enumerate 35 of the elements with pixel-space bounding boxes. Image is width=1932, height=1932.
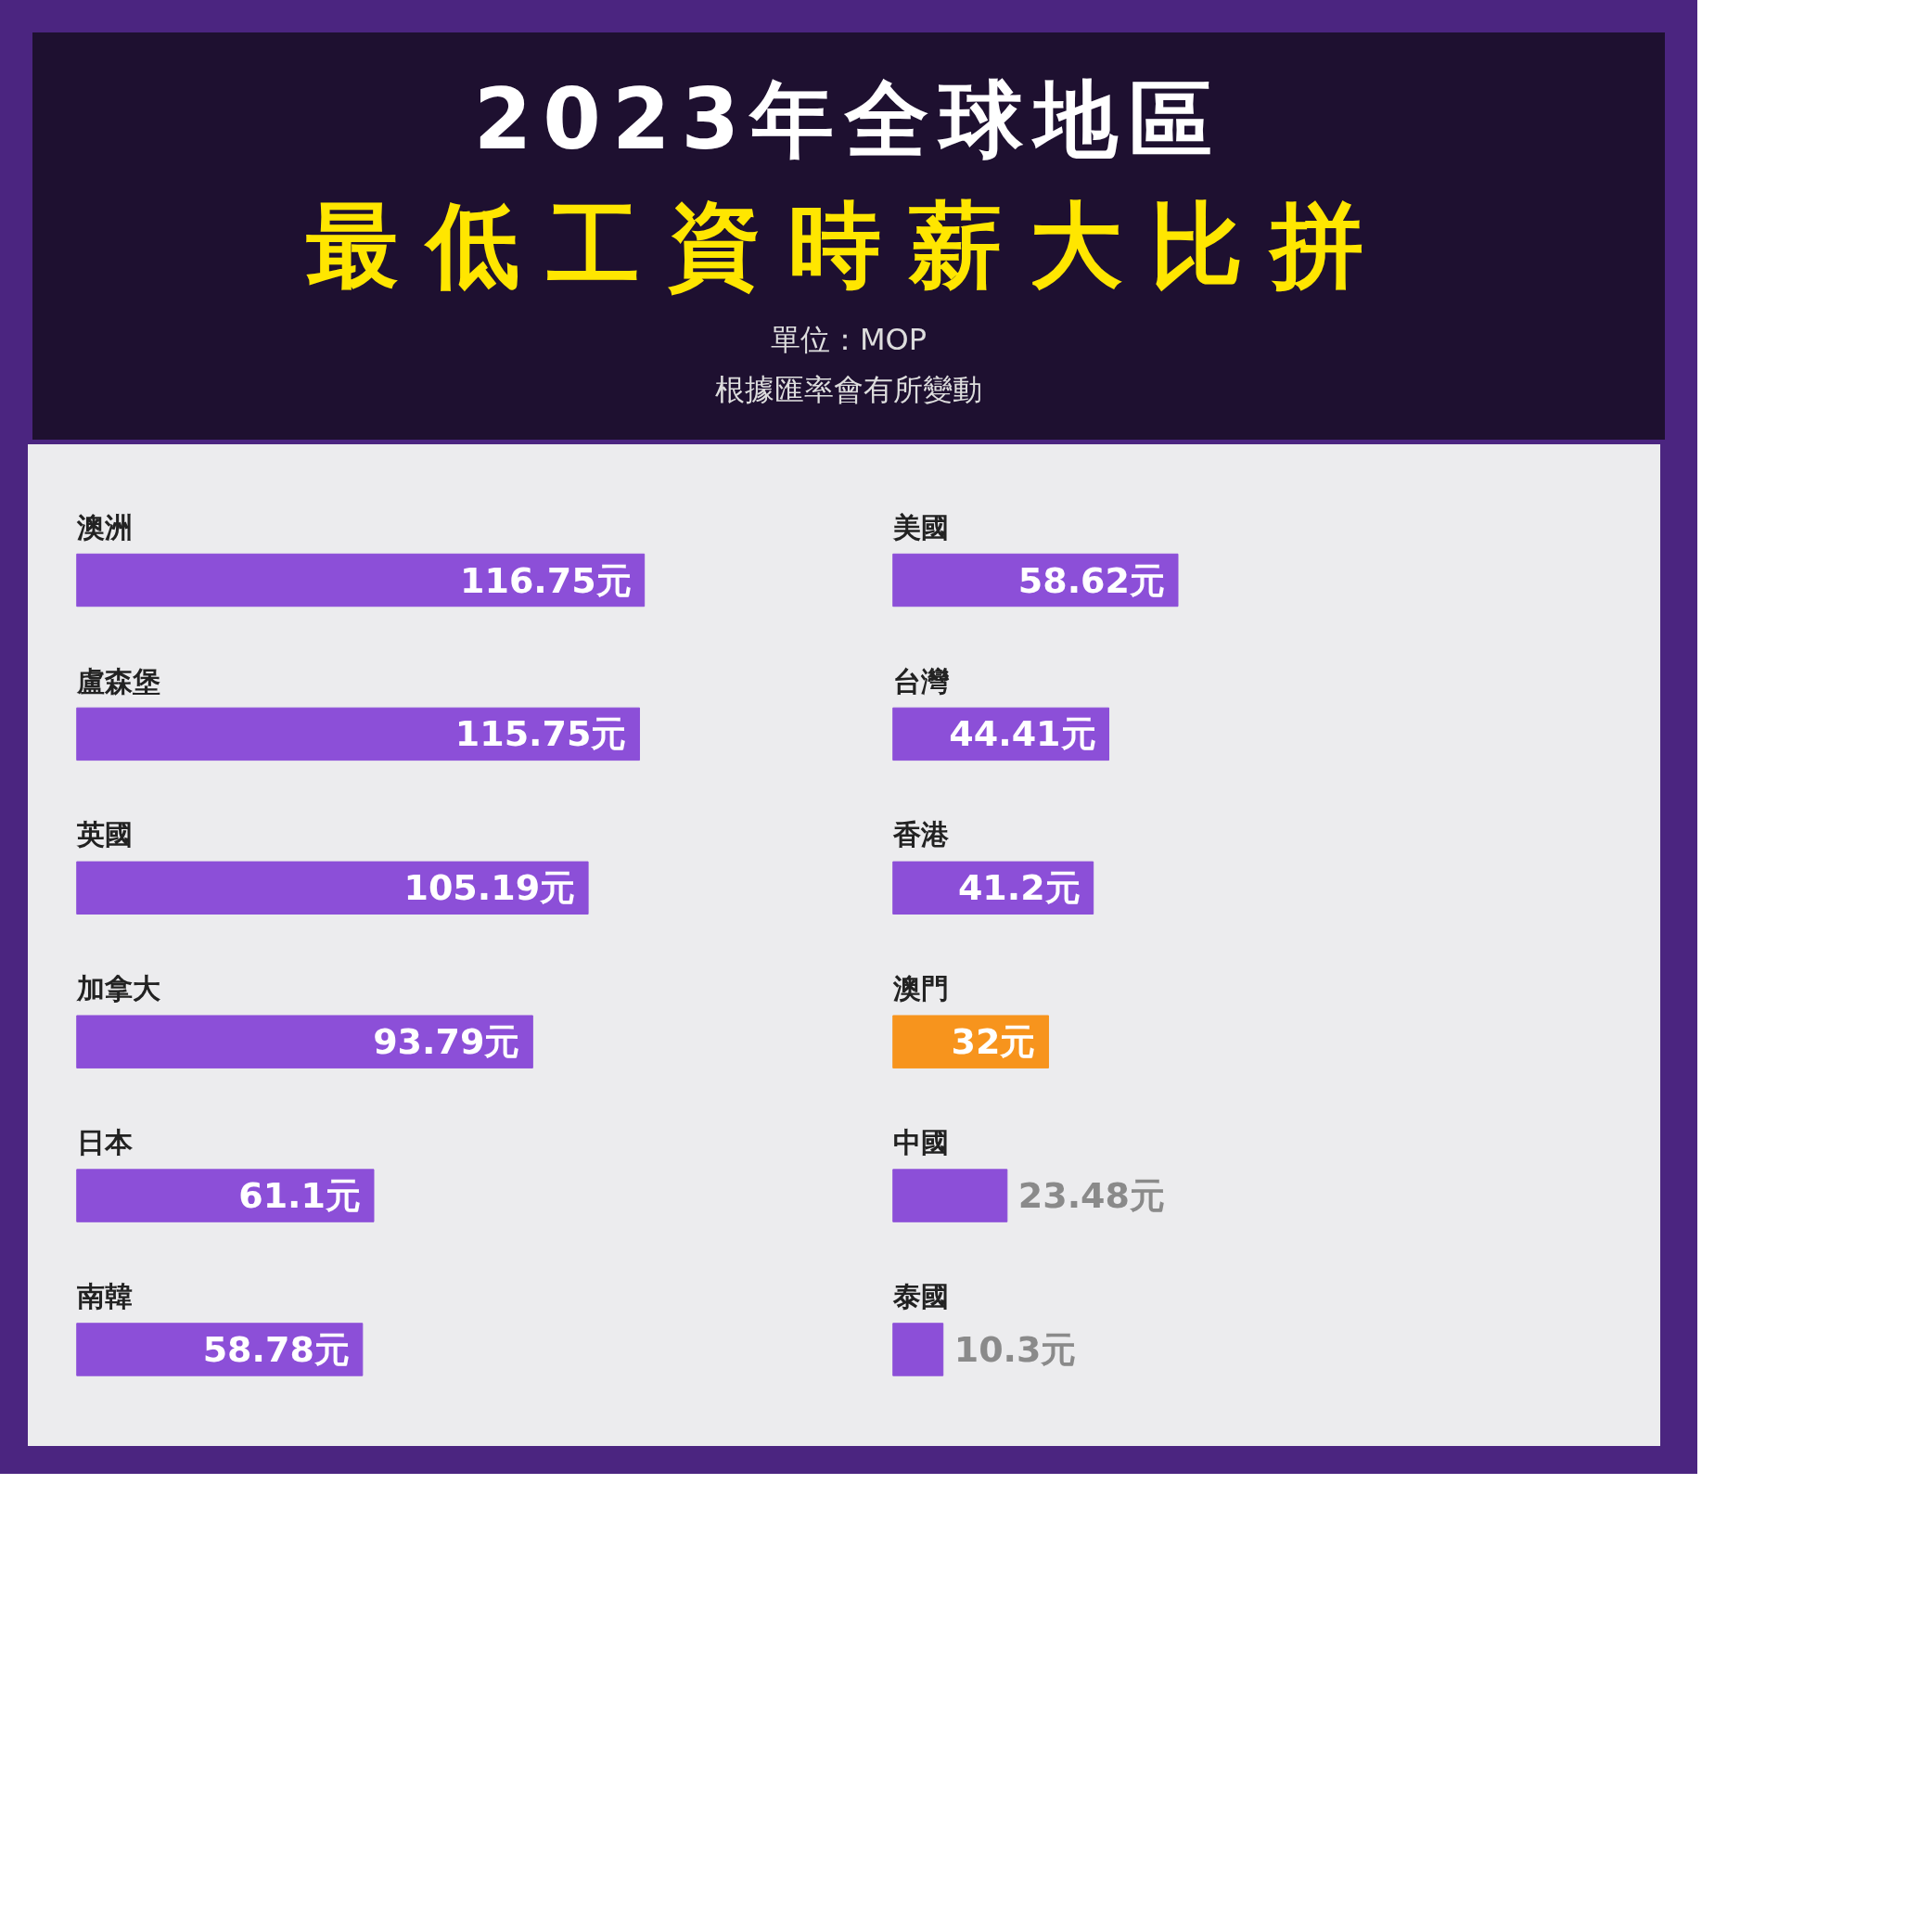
category-label: 日本 [76,1126,133,1159]
category-label: 中國 [892,1126,949,1159]
data-label: 23.48元 [1017,1174,1166,1216]
bar [892,1323,944,1376]
bar [76,1169,375,1222]
bar [76,553,646,608]
data-label: 10.3元 [953,1328,1077,1370]
category-label: 澳洲 [76,510,133,544]
category-label: 盧森堡 [76,664,160,697]
category-label: 香港 [892,818,949,851]
data-label: 115.75元 [454,713,627,755]
category-label: 泰國 [892,1279,949,1312]
text: 最低工資時薪大比拼 [305,189,1392,301]
data-label: 116.75元 [460,559,632,601]
bar [76,1015,533,1068]
bar [76,707,640,761]
data-label: 32元 [951,1020,1036,1062]
data-label: 105.19元 [403,867,576,909]
category-label: 南韓 [76,1279,133,1312]
data-label: 44.41元 [949,713,1096,755]
data-label: 61.1元 [238,1174,361,1216]
category-label: 澳門 [892,972,949,1005]
bar [76,861,589,915]
category-label: 美國 [892,510,949,544]
data-label: 41.2元 [957,867,1081,909]
category-label: 加拿大 [76,972,160,1005]
text: 單位：MOP [769,321,928,360]
data-label: 93.79元 [373,1020,520,1062]
bar [892,1169,1008,1222]
category-label: 台灣 [892,664,949,697]
data-label: 58.78元 [202,1328,350,1370]
text: 2023年全球地區 [472,70,1225,170]
category-label: 英國 [76,818,133,851]
text: 根據匯率會有所變動 [714,371,983,410]
data-label: 58.62元 [1017,559,1165,601]
